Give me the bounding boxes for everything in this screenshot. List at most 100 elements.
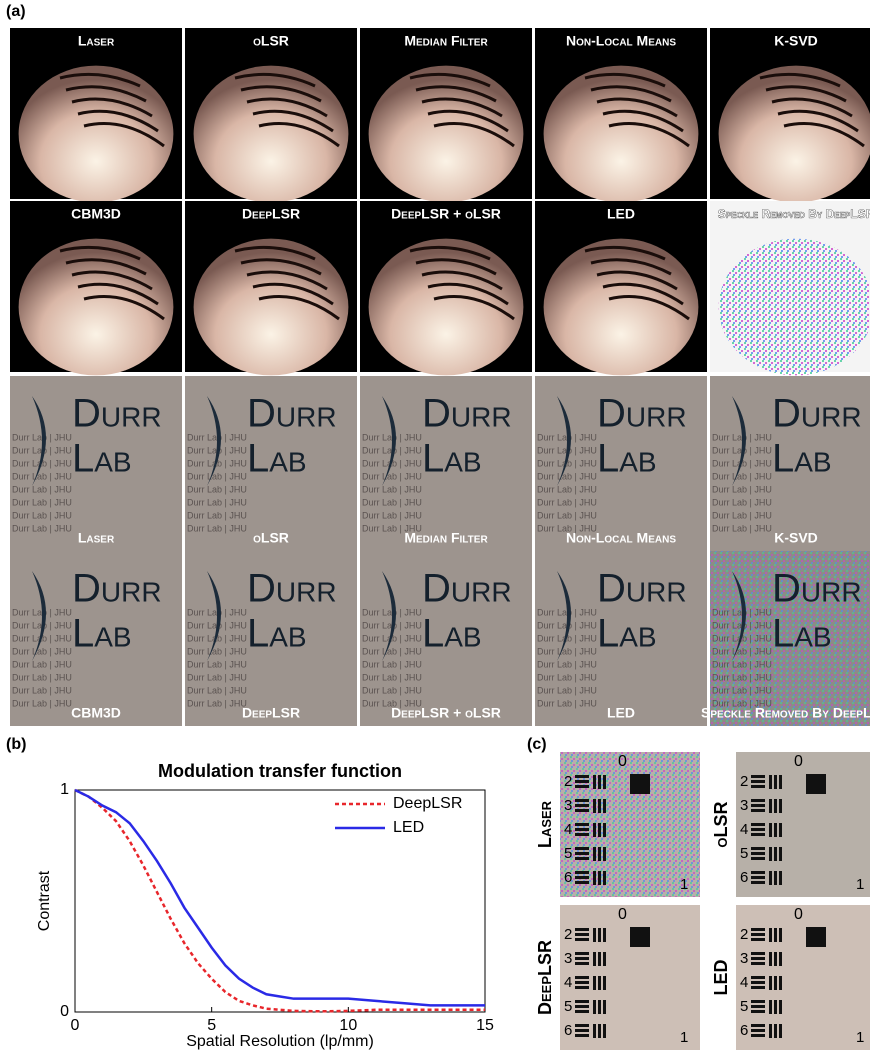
target-bar xyxy=(575,833,589,836)
watermark: Durr Lab | JHU xyxy=(537,659,597,669)
phantom-image: Durr Lab | JHUDurr Lab | JHUDurr Lab | J… xyxy=(360,376,532,551)
target-bar xyxy=(603,847,606,861)
target-bar xyxy=(575,804,589,807)
target-bar xyxy=(774,1024,777,1038)
target-number: 2 xyxy=(740,773,748,790)
target-bar xyxy=(598,1024,601,1038)
target-bar xyxy=(575,981,589,984)
target-bar xyxy=(593,799,596,813)
target-bar xyxy=(751,1005,765,1008)
tissue-image: oLSR xyxy=(185,28,357,202)
target-bar xyxy=(779,847,782,861)
target-bar xyxy=(598,928,601,942)
target-bar xyxy=(751,957,765,960)
target-bar xyxy=(575,857,589,860)
target-bar xyxy=(598,847,601,861)
watermark: Durr Lab | JHU xyxy=(362,659,422,669)
target-number: 0 xyxy=(794,753,803,770)
image-label: DeepLSR + oLSR xyxy=(391,705,501,721)
target-number: 4 xyxy=(740,974,748,991)
image-label: Non-Local Means xyxy=(566,33,676,49)
x-tick-label: 15 xyxy=(476,1017,494,1034)
watermark: Durr Lab | JHU xyxy=(12,484,72,494)
tissue-image: K-SVD xyxy=(710,28,870,202)
logo-text: Lab xyxy=(422,612,482,656)
tissue-image: Speckle Removed By DeepLSR xyxy=(710,201,870,375)
image-label: Laser xyxy=(78,33,115,49)
tissue-image: DeepLSR xyxy=(185,201,357,375)
image-label: Non-Local Means xyxy=(566,530,676,546)
image-label: oLSR xyxy=(253,530,289,546)
target-bar xyxy=(779,871,782,885)
target-bar xyxy=(779,1000,782,1014)
target-bar xyxy=(769,1000,772,1014)
target-bar xyxy=(751,775,765,778)
watermark: Durr Lab | JHU xyxy=(712,659,772,669)
target-square xyxy=(630,774,650,794)
target-number: 0 xyxy=(794,906,803,923)
tissue-image: CBM3D xyxy=(10,201,182,375)
target-bar xyxy=(751,785,765,788)
target-bar xyxy=(751,981,765,984)
target-bar xyxy=(575,852,589,855)
target-bar xyxy=(751,871,765,874)
target-number: 2 xyxy=(564,773,572,790)
target-bar xyxy=(751,1000,765,1003)
image-label: CBM3D xyxy=(71,206,121,222)
target-bar xyxy=(598,823,601,837)
image-label: Speckle Removed By DeepLSR xyxy=(701,705,870,721)
target-bar xyxy=(751,804,765,807)
target-bar xyxy=(751,833,765,836)
x-tick-label: 0 xyxy=(71,1017,80,1034)
logo-text: Lab xyxy=(597,612,657,656)
target-number: 5 xyxy=(564,845,572,862)
target-bar xyxy=(603,952,606,966)
logo-text: Lab xyxy=(247,437,307,481)
logo-text: Lab xyxy=(247,612,307,656)
target-number: 2 xyxy=(564,926,572,943)
image-label: DeepLSR xyxy=(535,940,555,1015)
target-bar xyxy=(575,1005,589,1008)
watermark: Durr Lab | JHU xyxy=(712,497,772,507)
x-axis-label: Spatial Resolution (lp/mm) xyxy=(186,1033,374,1050)
target-bar xyxy=(575,785,589,788)
logo-text: Durr xyxy=(72,392,162,436)
target-number: 2 xyxy=(740,926,748,943)
target-number: 5 xyxy=(564,998,572,1015)
target-bar xyxy=(593,823,596,837)
target-bar xyxy=(751,876,765,879)
image-label: LED xyxy=(607,206,635,222)
phantom-image: Durr Lab | JHUDurr Lab | JHUDurr Lab | J… xyxy=(535,551,707,726)
target-bar xyxy=(593,1024,596,1038)
watermark: Durr Lab | JHU xyxy=(712,685,772,695)
phantom-image: Durr Lab | JHUDurr Lab | JHUDurr Lab | J… xyxy=(10,551,182,726)
watermark: Durr Lab | JHU xyxy=(537,685,597,695)
mtf-chart: Modulation transfer functionSpatial Reso… xyxy=(36,761,494,1050)
target-bar xyxy=(751,952,765,955)
logo-text: Lab xyxy=(72,437,132,481)
image-label: LED xyxy=(607,705,635,721)
target-number: 6 xyxy=(740,869,748,886)
target-bar xyxy=(575,952,589,955)
image-label: oLSR xyxy=(711,801,731,847)
target-bar xyxy=(769,1024,772,1038)
target-bar xyxy=(598,871,601,885)
target-bar xyxy=(575,938,589,941)
watermark: Durr Lab | JHU xyxy=(187,510,247,520)
image-label: Laser xyxy=(78,530,115,546)
image-label: DeepLSR xyxy=(242,206,300,222)
watermark: Durr Lab | JHU xyxy=(537,510,597,520)
watermark: Durr Lab | JHU xyxy=(362,484,422,494)
target-bar xyxy=(779,775,782,789)
target-bar xyxy=(575,1024,589,1027)
image-label: oLSR xyxy=(253,33,289,49)
target-bar xyxy=(751,847,765,850)
panel-label: (b) xyxy=(6,736,26,753)
watermark: Durr Lab | JHU xyxy=(712,523,772,533)
target-number: 3 xyxy=(740,797,748,814)
target-bar xyxy=(603,871,606,885)
target-bar xyxy=(769,823,772,837)
image-label: Median Filter xyxy=(404,33,488,49)
